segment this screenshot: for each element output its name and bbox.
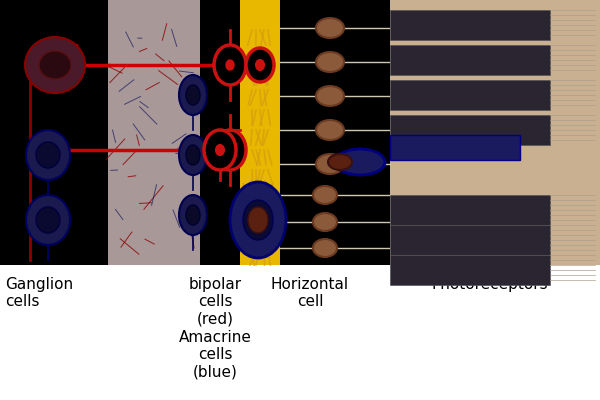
Bar xyxy=(390,80,550,110)
Ellipse shape xyxy=(179,75,207,115)
Bar xyxy=(390,135,520,160)
Ellipse shape xyxy=(214,45,246,85)
Text: Photoreceptors: Photoreceptors xyxy=(431,277,548,292)
Ellipse shape xyxy=(316,18,344,38)
Ellipse shape xyxy=(243,200,273,240)
Text: Horizontal
cell: Horizontal cell xyxy=(271,277,349,310)
Bar xyxy=(390,45,550,75)
Ellipse shape xyxy=(316,120,344,140)
Ellipse shape xyxy=(313,186,337,204)
Bar xyxy=(280,0,390,265)
Ellipse shape xyxy=(226,145,234,155)
Ellipse shape xyxy=(36,142,60,168)
Bar xyxy=(0,0,108,265)
Bar xyxy=(108,0,200,265)
Ellipse shape xyxy=(316,52,344,72)
Bar xyxy=(240,0,280,265)
Ellipse shape xyxy=(26,195,70,245)
Ellipse shape xyxy=(328,154,352,170)
Ellipse shape xyxy=(316,86,344,106)
Ellipse shape xyxy=(214,130,246,170)
Ellipse shape xyxy=(248,207,268,233)
Text: Amacrine
cells
(blue): Amacrine cells (blue) xyxy=(179,330,251,380)
Bar xyxy=(390,255,550,285)
Bar xyxy=(390,0,600,265)
Ellipse shape xyxy=(316,154,344,174)
Bar xyxy=(390,225,550,255)
Ellipse shape xyxy=(226,60,234,70)
Ellipse shape xyxy=(256,60,264,70)
Ellipse shape xyxy=(313,239,337,257)
Text: bipolar
cells
(red): bipolar cells (red) xyxy=(188,277,242,327)
Bar xyxy=(390,10,550,40)
Ellipse shape xyxy=(313,213,337,231)
Ellipse shape xyxy=(335,149,385,175)
Bar xyxy=(390,115,550,145)
Ellipse shape xyxy=(36,207,60,233)
Ellipse shape xyxy=(204,130,236,170)
Bar xyxy=(550,0,600,265)
Text: Ganglion
cells: Ganglion cells xyxy=(5,277,73,310)
Ellipse shape xyxy=(230,182,286,258)
Ellipse shape xyxy=(246,48,274,82)
Ellipse shape xyxy=(39,51,71,79)
Bar xyxy=(200,0,240,265)
Ellipse shape xyxy=(186,205,200,225)
Ellipse shape xyxy=(25,37,85,93)
Ellipse shape xyxy=(179,135,207,175)
Ellipse shape xyxy=(179,195,207,235)
Ellipse shape xyxy=(186,85,200,105)
Ellipse shape xyxy=(186,145,200,165)
Ellipse shape xyxy=(26,130,70,180)
Ellipse shape xyxy=(216,145,224,155)
Bar xyxy=(390,195,550,225)
